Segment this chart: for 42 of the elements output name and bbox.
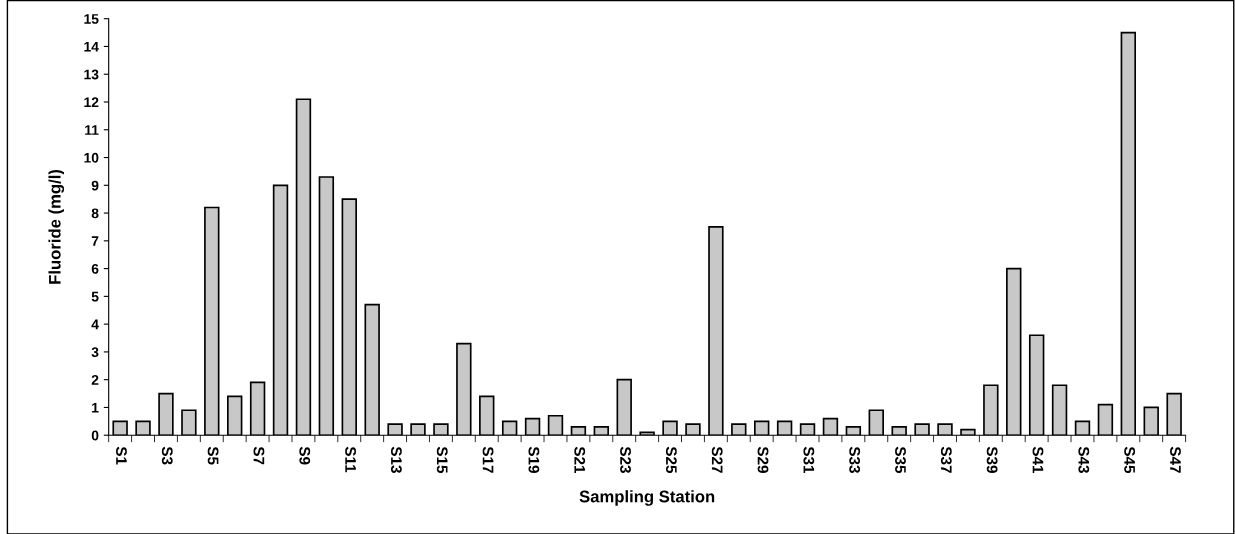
x-axis-title: Sampling Station [579, 490, 715, 506]
x-tick-label: S19 [528, 446, 540, 473]
y-tick-label: 11 [85, 125, 99, 135]
x-tick-label: S41 [1032, 446, 1044, 474]
x-tick-label: S43 [1078, 446, 1090, 473]
x-tick-label: S27 [711, 446, 723, 473]
x-tick-label: S3 [161, 446, 173, 465]
x-tick-label: S31 [803, 446, 815, 474]
y-tick-label: 5 [91, 291, 99, 302]
x-tick-label: S11 [345, 446, 356, 473]
x-tick-label: S39 [986, 446, 998, 473]
x-tick-label: S29 [757, 446, 769, 473]
x-tick-label: S47 [1170, 446, 1181, 473]
y-tick-label: 7 [91, 236, 99, 246]
x-tick-label: S9 [299, 446, 311, 465]
x-tick-label: S1 [116, 446, 127, 465]
y-tick-label: 0 [91, 430, 99, 441]
x-tick-label: S23 [620, 446, 631, 473]
x-tick-label: S5 [207, 446, 219, 465]
y-tick-label: 4 [91, 319, 99, 330]
y-tick-label: 8 [91, 208, 99, 219]
y-tick-label: 14 [84, 41, 99, 52]
x-tick-label: S7 [253, 446, 265, 465]
x-tick-label: S17 [482, 446, 494, 473]
y-tick-label: 2 [91, 375, 99, 385]
y-axis-title: Fluoride (mg/l) [48, 169, 65, 284]
x-tick-label: S35 [895, 446, 906, 474]
y-tick-label: 10 [84, 152, 99, 163]
y-tick-label: 9 [91, 180, 99, 191]
y-tick-label: 13 [84, 69, 99, 80]
x-tick-label: S21 [574, 446, 586, 474]
x-tick-label: S15 [436, 446, 448, 474]
x-tick-label: S13 [390, 446, 402, 473]
x-tick-label: S25 [665, 446, 677, 474]
x-tick-label: S37 [940, 446, 952, 473]
y-tick-label: 1 [92, 402, 99, 413]
x-tick-label: S33 [849, 446, 861, 473]
x-tick-label: S45 [1124, 446, 1136, 474]
y-tick-label: 3 [91, 347, 99, 358]
y-tick-label: 15 [84, 14, 99, 24]
y-tick-label: 6 [91, 263, 99, 274]
y-tick-label: 12 [84, 97, 99, 108]
